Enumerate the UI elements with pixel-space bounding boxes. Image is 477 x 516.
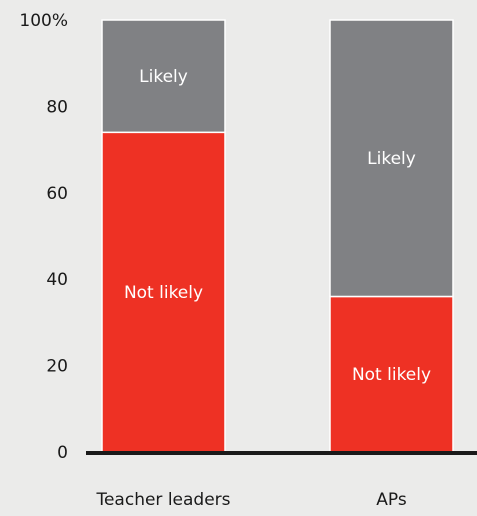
category-labels: Teacher leaders APs xyxy=(95,490,406,510)
bar-segment-likely xyxy=(329,19,454,298)
segment-label-likely: Likely xyxy=(367,149,416,169)
y-tick-label: 60 xyxy=(46,184,68,204)
category-label: APs xyxy=(376,490,407,510)
y-tick-label: 0 xyxy=(57,443,68,463)
y-tick-label: 20 xyxy=(46,357,68,377)
y-tick-label: 40 xyxy=(46,270,68,290)
segment-label-not-likely: Not likely xyxy=(352,365,431,385)
bar-segment-likely xyxy=(101,19,226,134)
bar-segment-not-likely xyxy=(101,131,226,453)
y-tick-label: 100% xyxy=(19,11,68,31)
category-label: Teacher leaders xyxy=(95,490,230,510)
segment-labels: Not likely Likely Not likely Likely xyxy=(124,67,431,385)
y-axis-ticks: 0 20 40 60 80 100% xyxy=(19,11,68,463)
y-tick-label: 80 xyxy=(46,97,68,117)
bars xyxy=(101,19,454,453)
segment-label-not-likely: Not likely xyxy=(124,283,203,303)
segment-label-likely: Likely xyxy=(139,67,188,87)
